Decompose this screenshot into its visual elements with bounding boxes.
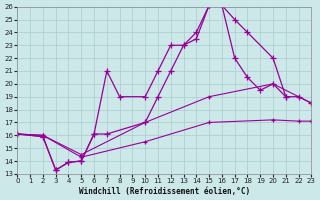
X-axis label: Windchill (Refroidissement éolien,°C): Windchill (Refroidissement éolien,°C) <box>79 187 250 196</box>
